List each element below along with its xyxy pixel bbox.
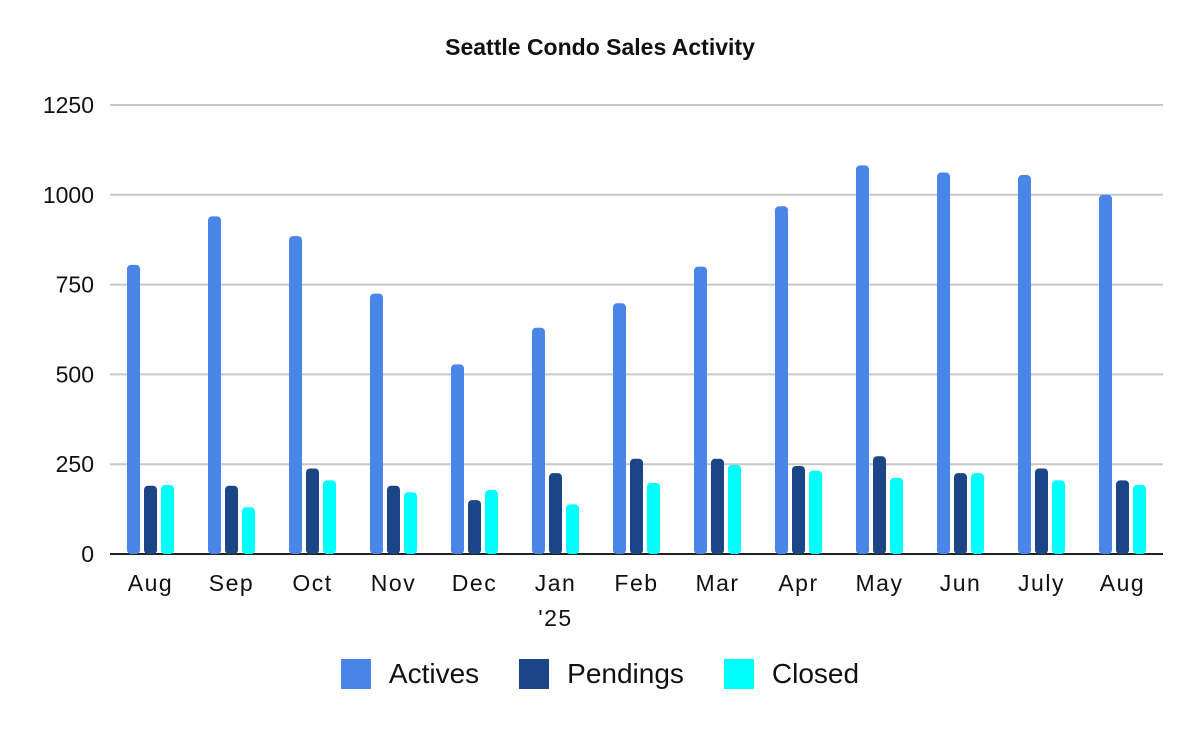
bar-closed xyxy=(566,504,579,554)
bar-closed xyxy=(485,490,498,554)
x-tick-label: May xyxy=(856,570,904,596)
bar-pendings xyxy=(387,485,400,554)
bar-pendings xyxy=(144,485,157,554)
bar-closed xyxy=(890,477,903,554)
y-tick-label: 1000 xyxy=(43,182,94,208)
bar-pendings xyxy=(225,485,238,554)
bar-actives xyxy=(856,165,869,555)
legend-item-pendings: Pendings xyxy=(519,658,684,690)
bar-closed xyxy=(242,507,255,554)
legend-label: Pendings xyxy=(567,658,684,689)
bar-pendings xyxy=(1116,480,1129,554)
y-tick-label: 750 xyxy=(56,272,94,298)
bar-pendings xyxy=(873,456,886,554)
bar-pendings xyxy=(549,473,562,554)
x-tick-label: Apr xyxy=(778,570,818,596)
bar-closed xyxy=(971,473,984,554)
x-tick-label: July xyxy=(1018,570,1065,596)
legend-swatch xyxy=(723,659,754,689)
bar-actives xyxy=(613,303,626,554)
y-tick-label: 500 xyxy=(56,361,94,387)
bar-pendings xyxy=(1035,468,1048,554)
bar-actives xyxy=(451,364,464,554)
bar-actives xyxy=(208,216,221,555)
bar-closed xyxy=(404,492,417,554)
x-tick-label: Mar xyxy=(695,570,739,596)
bar-actives xyxy=(1018,175,1031,554)
legend-label: Closed xyxy=(771,658,860,689)
x-tick-label: Jun xyxy=(940,570,982,596)
bar-actives xyxy=(937,172,950,554)
bar-actives xyxy=(775,206,788,554)
legend-item-closed: Closed xyxy=(723,658,860,690)
legend-label: Actives xyxy=(388,658,480,689)
chart-title: Seattle Condo Sales Activity xyxy=(445,34,755,60)
x-tick-label: Aug xyxy=(128,570,173,596)
x-tick-label: Nov xyxy=(371,570,416,596)
legend-swatch xyxy=(340,659,371,689)
y-tick-label: 1250 xyxy=(43,92,94,118)
x-tick-label: Jan '25 xyxy=(535,570,577,631)
bar-closed xyxy=(728,464,741,554)
x-tick-label: Sep xyxy=(209,570,254,596)
bar-actives xyxy=(532,327,545,554)
bar-closed xyxy=(323,480,336,554)
legend-swatch xyxy=(519,659,550,689)
x-tick-label: Feb xyxy=(614,570,658,596)
bar-closed xyxy=(161,485,174,554)
bar-actives xyxy=(1099,194,1112,555)
bar-closed xyxy=(1133,485,1146,554)
bar-pendings xyxy=(711,458,724,554)
bar-closed xyxy=(809,470,822,554)
x-tick-label: Dec xyxy=(452,570,497,596)
bar-closed xyxy=(647,482,660,554)
bar-actives xyxy=(694,266,707,554)
bar-actives xyxy=(127,264,140,554)
y-tick-label: 0 xyxy=(81,541,94,567)
legend: Actives Pendings Closed xyxy=(0,658,1200,690)
y-tick-label: 250 xyxy=(56,451,94,477)
bar-pendings xyxy=(792,465,805,554)
bar-pendings xyxy=(468,500,481,554)
bar-closed xyxy=(1052,480,1065,554)
x-tick-label: Oct xyxy=(292,570,332,596)
bar-actives xyxy=(289,236,302,554)
bar-pendings xyxy=(630,458,643,554)
bar-pendings xyxy=(306,468,319,554)
legend-item-actives: Actives xyxy=(340,658,480,690)
bar-actives xyxy=(370,293,383,554)
x-tick-label: Aug xyxy=(1100,570,1145,596)
bar-pendings xyxy=(954,473,967,554)
